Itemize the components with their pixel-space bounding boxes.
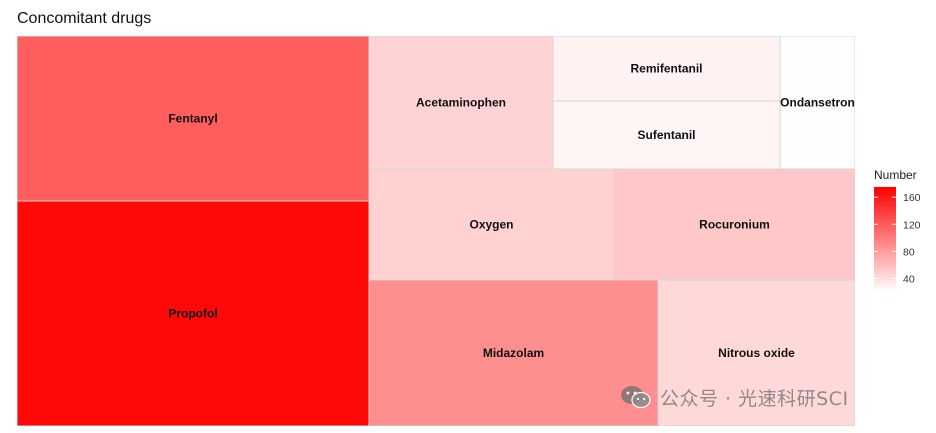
treemap-label-acetaminophen: Acetaminophen <box>416 96 506 110</box>
treemap-cell-oxygen <box>368 168 615 281</box>
watermark-text: 公众号 · 光速科研SCI <box>660 387 849 410</box>
treemap-cell-rocuronium <box>613 168 855 281</box>
treemap-label-nitrous-oxide: Nitrous oxide <box>718 346 795 360</box>
treemap-label-propofol: Propofol <box>168 307 217 321</box>
legend-tick-label: 40 <box>903 273 915 285</box>
legend-title: Number <box>874 168 917 182</box>
treemap-cell-propofol <box>17 200 370 426</box>
treemap-label-oxygen: Oxygen <box>469 218 513 232</box>
legend-tick-label: 160 <box>903 192 921 204</box>
treemap-cell-fentanyl <box>17 36 370 202</box>
treemap-cell-sufentanil <box>552 100 781 170</box>
wechat-icon <box>621 386 651 409</box>
treemap-cell-nitrous-oxide <box>657 279 855 426</box>
treemap-label-rocuronium: Rocuronium <box>699 218 770 232</box>
treemap-label-sufentanil: Sufentanil <box>637 128 695 142</box>
color-legend: Number 40 80 120 160 <box>872 166 936 296</box>
chart-title: Concomitant drugs <box>17 10 152 27</box>
watermark: 公众号 · 光速科研SCI <box>620 384 849 410</box>
treemap-plot: Fentanyl Propofol Acetaminophen Remifentani… <box>17 36 855 426</box>
treemap-label-midazolam: Midazolam <box>483 346 544 360</box>
legend-tick-label: 120 <box>903 219 921 231</box>
treemap-cell-midazolam <box>368 279 659 426</box>
legend-tick-label: 80 <box>903 246 915 258</box>
treemap-cell-remifentanil <box>552 36 781 102</box>
treemap-label-ondansetron: Ondansetron <box>780 96 855 110</box>
treemap-label-fentanyl: Fentanyl <box>168 112 217 126</box>
legend-colorbar <box>874 187 896 292</box>
legend-svg: Number 40 80 120 160 <box>874 168 921 292</box>
treemap-label-remifentanil: Remifentanil <box>630 62 702 76</box>
treemap-svg: Fentanyl Propofol Acetaminophen Remifentani… <box>17 36 855 426</box>
